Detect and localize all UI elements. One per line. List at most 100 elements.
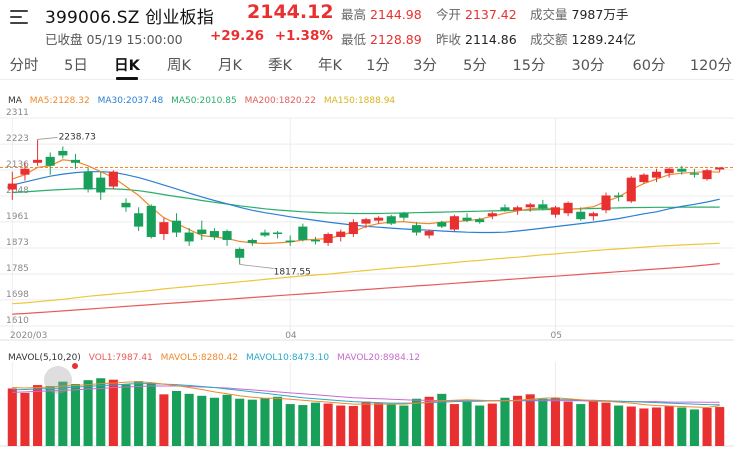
tab-timeshare[interactable]: 分时 — [9, 58, 39, 74]
volume-bar — [538, 398, 548, 446]
quote-header: 399006.SZ 创业板指 已收盘 05/19 15:00:00 2144.1… — [0, 0, 734, 50]
volume-bar — [689, 409, 699, 446]
volume-bar — [348, 406, 358, 446]
volume-bar — [45, 386, 55, 446]
tab-quarterly-k[interactable]: 季K — [267, 58, 293, 74]
volume-dot — [72, 363, 78, 369]
candle-body — [538, 204, 548, 209]
stat-turnover: 成交额 1289.24亿 — [530, 29, 636, 48]
candle-body — [159, 222, 169, 235]
price-change: +29.26 +1.38% — [210, 28, 333, 44]
candle-body — [588, 213, 598, 217]
vol-legend: VOL1:7987.41 — [88, 353, 153, 363]
stat-value: 2128.89 — [370, 32, 422, 47]
y-axis-label: 1610 — [6, 316, 29, 326]
volume-bar — [626, 406, 636, 446]
x-axis-label: 2020/03 — [10, 331, 47, 341]
volume-bar — [7, 388, 17, 446]
ma200-legend: MA200:1820.22 — [244, 96, 316, 106]
stat-label: 昨收 — [436, 32, 462, 47]
change-percent: +1.38% — [274, 28, 333, 44]
volume-bar — [677, 407, 687, 446]
volume-bar — [171, 390, 182, 446]
mavol10-legend: MAVOL10:8473.10 — [245, 353, 330, 363]
ma5-line — [12, 159, 720, 245]
active-tab-indicator — [116, 77, 138, 80]
volume-bar — [513, 395, 523, 446]
volume-bar — [323, 403, 333, 446]
candle-body — [601, 195, 611, 211]
volume-bar — [247, 399, 257, 446]
tab-30min[interactable]: 30分 — [571, 58, 605, 74]
menu-icon[interactable] — [10, 10, 28, 26]
candle-body — [487, 213, 497, 217]
candle-body — [677, 168, 687, 172]
tab-3min[interactable]: 3分 — [413, 58, 437, 74]
volume-bar — [273, 396, 283, 446]
volume-bar — [121, 384, 131, 446]
ma-legend: MA MA5:2128.32 MA30:2037.48 MA50:2010.85… — [8, 96, 400, 106]
x-axis-label: 04 — [285, 331, 297, 341]
y-axis-label: 2223 — [6, 134, 29, 144]
low-annotation: 1817.55 — [274, 267, 311, 277]
x-axis-label: 05 — [550, 331, 561, 341]
y-axis-label: 2136 — [6, 160, 29, 170]
y-axis-label: 1785 — [6, 264, 29, 274]
volume-bar — [20, 392, 30, 446]
stat-label: 最低 — [341, 32, 367, 47]
tab-yearly-k[interactable]: 年K — [317, 58, 343, 74]
volume-bar — [209, 397, 219, 446]
candle-body — [285, 240, 295, 243]
candle-body — [437, 222, 447, 227]
ma5-legend: MA5:2128.32 — [29, 96, 90, 106]
tab-5min[interactable]: 5分 — [463, 58, 487, 74]
tab-5day[interactable]: 5日 — [64, 58, 88, 74]
volume-bar — [159, 394, 169, 446]
volume-chart[interactable] — [0, 362, 734, 449]
tab-15min[interactable]: 15分 — [512, 58, 546, 74]
ma50-legend: MA50:2010.85 — [171, 96, 237, 106]
kline-chart[interactable]: 2311 2223 2136 2048 1961 1873 1785 1698 1610 2020… — [0, 108, 734, 348]
candle-body — [7, 183, 17, 190]
volume-bar — [525, 394, 535, 446]
candle-body — [310, 239, 321, 242]
tab-monthly-k[interactable]: 月K — [217, 58, 243, 74]
candle-body — [576, 211, 586, 220]
tab-weekly-k[interactable]: 周K — [166, 58, 192, 74]
candle-body — [247, 239, 257, 243]
ma150-legend: MA150:1888.94 — [323, 96, 396, 106]
volume-bar — [58, 381, 68, 446]
candle-body — [411, 225, 422, 233]
candle-body — [96, 177, 106, 193]
volume-legend-title: MAVOL(5,10,20) — [8, 353, 81, 363]
tab-1min[interactable]: 1分 — [366, 58, 390, 74]
candle-body — [323, 234, 333, 243]
candle-body — [33, 159, 43, 163]
stat-label: 今开 — [436, 7, 462, 22]
candle-body — [702, 170, 712, 180]
tab-60min[interactable]: 60分 — [632, 58, 666, 74]
volume-bar — [601, 402, 611, 446]
mavol20-line — [12, 385, 720, 403]
period-tabs: 分时 5日 日K 周K 月K 季K 年K 1分 3分 5分 15分 30分 60… — [0, 52, 734, 80]
y-axis-label: 1698 — [6, 290, 29, 300]
candle-body — [715, 167, 725, 170]
stat-volume: 成交量 7987万手 — [530, 4, 628, 23]
volume-bar — [399, 405, 409, 446]
market-status: 已收盘 05/19 15:00:00 — [45, 32, 183, 47]
tab-120min[interactable]: 120分 — [689, 58, 733, 74]
candle-body — [222, 231, 232, 240]
tab-daily-k[interactable]: 日K — [114, 58, 140, 74]
candle-body — [525, 204, 535, 208]
candle-body — [563, 202, 573, 214]
stat-open: 今开 2137.42 — [436, 4, 517, 23]
candle-body — [639, 174, 649, 183]
candle-body — [235, 248, 245, 258]
volume-bar — [500, 397, 510, 446]
candle-body — [399, 213, 409, 218]
touch-indicator — [44, 366, 72, 394]
mavol20-legend: MAVOL20:8984.12 — [336, 353, 421, 363]
candle-body — [83, 171, 93, 190]
volume-bar — [386, 404, 396, 446]
stat-value: 2114.86 — [465, 32, 517, 47]
